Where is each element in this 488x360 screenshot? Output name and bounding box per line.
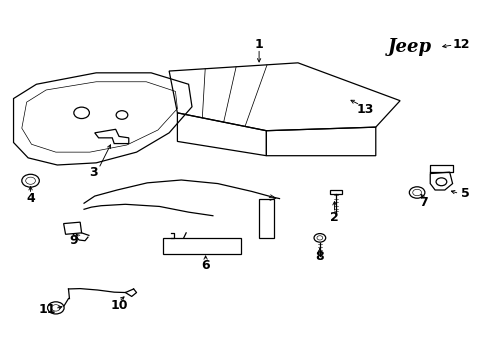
Text: 8: 8 bbox=[315, 250, 324, 263]
Text: 2: 2 bbox=[329, 211, 338, 224]
Text: Jeep: Jeep bbox=[387, 38, 431, 56]
Text: 7: 7 bbox=[418, 195, 427, 209]
Text: 4: 4 bbox=[26, 192, 35, 205]
Text: 10: 10 bbox=[110, 299, 127, 312]
Text: 5: 5 bbox=[460, 187, 469, 200]
Text: 3: 3 bbox=[89, 166, 98, 179]
Text: 6: 6 bbox=[201, 258, 209, 271]
Text: 11: 11 bbox=[39, 303, 56, 316]
Text: 1: 1 bbox=[254, 38, 263, 51]
Text: 12: 12 bbox=[451, 39, 468, 51]
Text: 13: 13 bbox=[356, 103, 373, 116]
Text: 9: 9 bbox=[69, 234, 78, 247]
